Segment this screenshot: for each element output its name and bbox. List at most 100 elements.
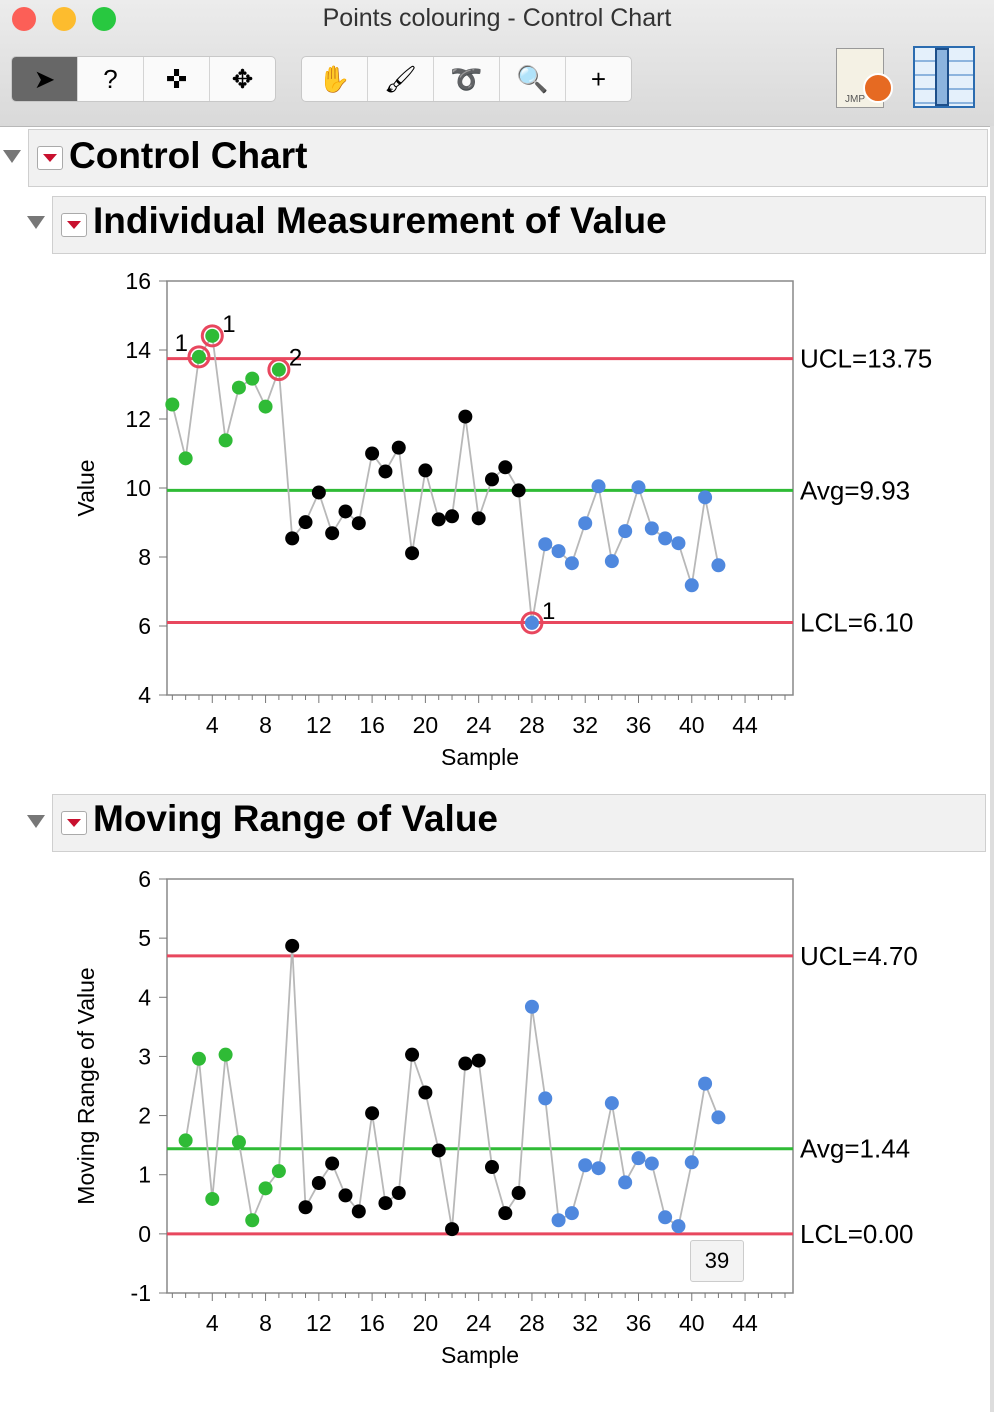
flag-label: 2 <box>289 345 302 372</box>
data-point <box>551 544 566 559</box>
data-point <box>431 1143 446 1158</box>
x-tick-label: 16 <box>359 1310 385 1336</box>
magnifier-tool-button[interactable]: 🔍 <box>500 57 566 101</box>
y-tick-label: 12 <box>125 406 151 432</box>
y-tick-label: 2 <box>138 1103 151 1129</box>
scrollbar[interactable] <box>990 126 994 1412</box>
y-tick-label: 3 <box>138 1043 151 1069</box>
moving-range-outline: Moving Range of Value <box>52 794 986 852</box>
disclosure-triangle-icon[interactable] <box>27 216 45 229</box>
x-tick-label: 20 <box>413 1310 439 1336</box>
data-point <box>471 1053 486 1068</box>
chart-title: Moving Range of Value <box>93 798 498 839</box>
data-point <box>205 1191 220 1206</box>
data-point <box>178 451 193 466</box>
data-point <box>658 1210 673 1225</box>
brush-tool-button[interactable]: 🖌 <box>368 57 434 101</box>
data-point <box>631 1151 646 1166</box>
data-point <box>218 1047 233 1062</box>
data-point <box>564 1206 579 1221</box>
y-tick-label: 14 <box>125 337 151 363</box>
chart-title: Individual Measurement of Value <box>93 200 667 241</box>
flag-ring <box>520 611 544 635</box>
hand-tool-button[interactable]: ✋ <box>302 57 368 101</box>
data-point <box>445 1222 460 1237</box>
flag-ring <box>200 324 224 348</box>
data-point <box>524 615 539 630</box>
y-tick-label: 4 <box>138 984 151 1010</box>
red-triangle-menu-icon[interactable] <box>37 146 63 170</box>
data-point <box>684 1155 699 1170</box>
data-point <box>445 509 460 524</box>
data-point <box>311 1175 326 1190</box>
jmp-home-icon[interactable]: JMP <box>836 48 893 108</box>
data-point <box>218 433 233 448</box>
data-point <box>498 1206 513 1221</box>
minimize-window-button[interactable] <box>52 7 76 31</box>
title-bar: Points colouring - Control Chart ➤? ✜ ✥ ✋ 🖌… <box>0 0 994 127</box>
data-point <box>698 1076 713 1091</box>
data-point <box>271 362 286 377</box>
move-tool-button[interactable]: ✥ <box>231 63 254 94</box>
arrow-tool-button[interactable]: ➤ <box>12 57 78 101</box>
zoom-window-button[interactable] <box>92 7 116 31</box>
data-point <box>618 1175 633 1190</box>
disclosure-triangle-icon[interactable] <box>27 815 45 828</box>
flag-label: 1 <box>542 598 555 625</box>
avg-label: Avg=1.44 <box>800 1134 910 1164</box>
data-point <box>484 1160 499 1175</box>
x-axis-label: Sample <box>441 1342 519 1368</box>
data-point <box>231 380 246 395</box>
point-tooltip: 39 <box>690 1240 744 1282</box>
plot-frame <box>166 280 794 696</box>
jmp-label: JMP <box>845 94 865 105</box>
data-point <box>591 1161 606 1176</box>
data-point <box>684 578 699 593</box>
data-point <box>338 504 353 519</box>
data-point <box>338 1188 353 1203</box>
data-point <box>365 446 380 461</box>
window-title: Points colouring - Control Chart <box>322 4 672 32</box>
help-tool-button[interactable]: ? <box>78 57 144 101</box>
data-point <box>538 537 553 552</box>
data-point <box>644 521 659 536</box>
lasso-tool-button[interactable]: ➰ <box>434 57 500 101</box>
data-point <box>191 349 206 364</box>
red-triangle-menu-icon[interactable] <box>61 213 87 237</box>
data-point <box>258 399 273 414</box>
crosshair-tool-button[interactable]: ✜ <box>144 57 210 101</box>
data-point <box>391 440 406 455</box>
x-tick-label: 12 <box>306 712 332 738</box>
data-point <box>564 556 579 571</box>
y-tick-label: 10 <box>125 475 151 501</box>
data-point <box>604 1096 619 1111</box>
x-tick-label: 8 <box>259 1310 272 1336</box>
disclosure-triangle-icon[interactable] <box>3 150 21 163</box>
data-point <box>298 1200 313 1215</box>
data-point <box>325 1156 340 1171</box>
data-point <box>418 1085 433 1100</box>
x-tick-label: 20 <box>413 712 439 738</box>
x-tick-label: 40 <box>679 1310 705 1336</box>
annotate-xy-tool-button[interactable]: + <box>590 63 607 94</box>
data-point <box>405 1047 420 1062</box>
flag-label: 1 <box>222 311 235 338</box>
data-point <box>631 480 646 495</box>
y-tick-label: 8 <box>138 544 151 570</box>
data-point <box>551 1213 566 1228</box>
individual-chart-outline: Individual Measurement of Value <box>52 196 986 254</box>
plot-frame <box>166 878 794 1294</box>
close-window-button[interactable] <box>12 7 36 31</box>
data-point <box>458 409 473 424</box>
y-tick-label: 0 <box>138 1221 151 1247</box>
data-table-icon[interactable] <box>913 46 975 108</box>
x-tick-label: 8 <box>259 712 272 738</box>
flag-ring <box>187 345 211 369</box>
x-tick-label: 28 <box>519 712 545 738</box>
x-tick-label: 4 <box>206 1310 219 1336</box>
x-tick-label: 4 <box>206 712 219 738</box>
red-triangle-menu-icon[interactable] <box>61 811 87 835</box>
y-tick-label: -1 <box>131 1280 151 1306</box>
data-point <box>604 554 619 569</box>
